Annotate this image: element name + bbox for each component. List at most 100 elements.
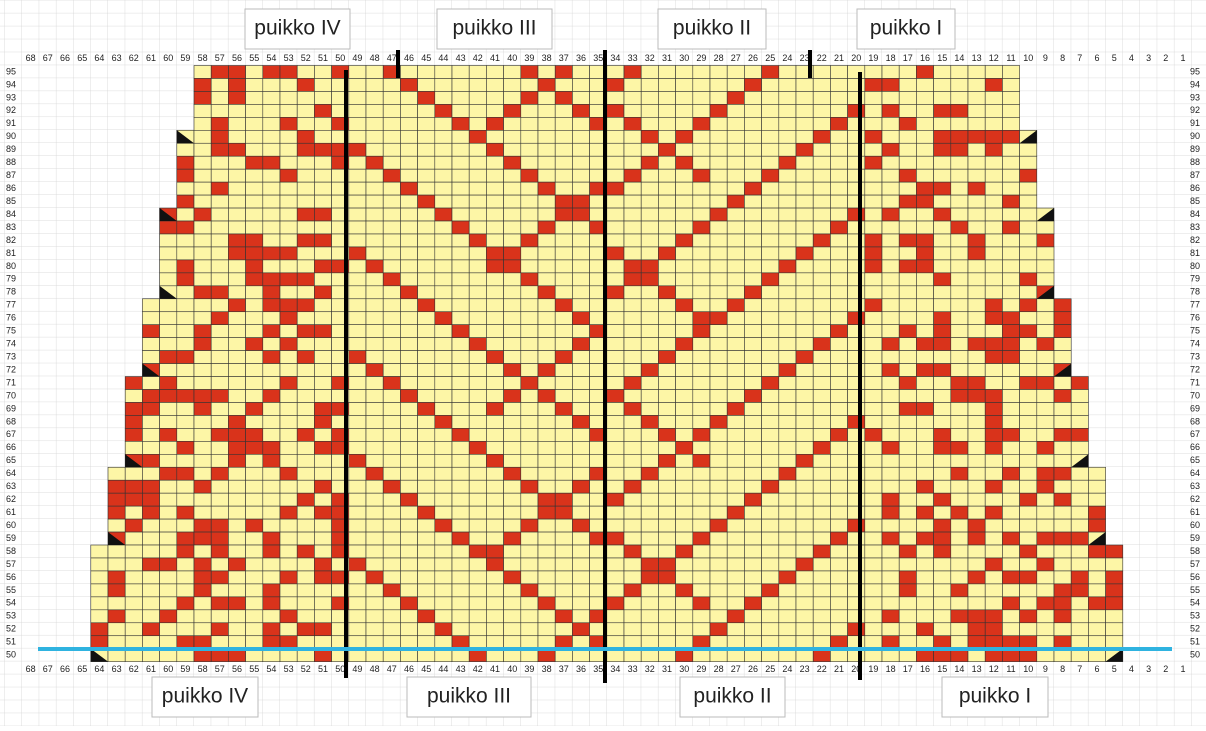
row-number: 56 (6, 572, 16, 582)
cell (90, 596, 109, 611)
cell (572, 453, 590, 468)
cell (1088, 479, 1106, 494)
cell (1002, 466, 1020, 481)
cell (830, 181, 848, 196)
cell (400, 181, 418, 196)
cell (1070, 635, 1089, 649)
cell (314, 441, 332, 455)
cell (898, 91, 917, 105)
cell (761, 596, 780, 611)
column-number: 39 (524, 53, 534, 63)
cell (812, 479, 831, 494)
cell (1036, 311, 1055, 325)
cell (228, 583, 246, 598)
cell (1088, 557, 1106, 572)
column-number: 47 (387, 664, 397, 674)
cell (795, 518, 814, 533)
cell (1036, 259, 1055, 274)
column-number: 36 (576, 664, 586, 674)
cell (296, 337, 315, 351)
cell (434, 259, 453, 274)
cell (262, 376, 281, 390)
cell (709, 531, 728, 546)
cell (451, 324, 470, 338)
cell (468, 324, 487, 338)
decrease-marker (1105, 648, 1123, 662)
cell (142, 324, 160, 338)
cell (606, 622, 625, 637)
row-number: 64 (1190, 468, 1200, 478)
cell (709, 104, 728, 118)
cell (176, 324, 195, 338)
cell (296, 181, 315, 196)
cell (193, 376, 212, 390)
cell (623, 259, 642, 274)
cell (400, 479, 418, 494)
cell (572, 479, 590, 494)
cell (262, 298, 281, 313)
cell (778, 117, 797, 131)
cell (761, 609, 780, 624)
cell (726, 220, 745, 235)
cell (898, 518, 917, 533)
cell (365, 311, 384, 325)
cell (640, 117, 659, 131)
cell (400, 65, 418, 79)
cell (1019, 428, 1038, 442)
cell (950, 505, 969, 520)
cell (744, 104, 762, 118)
cell (1036, 272, 1055, 287)
cell (245, 168, 264, 183)
cell (606, 596, 625, 611)
cell (434, 285, 453, 300)
cell (778, 402, 797, 416)
cell (812, 246, 831, 261)
cell (451, 272, 470, 287)
cell (262, 466, 281, 481)
cell (881, 246, 900, 261)
cell (245, 609, 264, 624)
cell (382, 557, 401, 572)
cell (572, 544, 590, 559)
cell (658, 596, 676, 611)
cell (761, 518, 780, 533)
column-number: 12 (989, 664, 999, 674)
cell (210, 389, 229, 403)
cell (658, 350, 676, 364)
cell (984, 609, 1003, 624)
cell (675, 596, 694, 611)
cell (486, 298, 504, 313)
cell (451, 376, 470, 390)
cell (623, 130, 642, 144)
cell (400, 635, 418, 649)
cell (950, 415, 969, 429)
cell (1002, 246, 1020, 261)
cell (314, 155, 332, 170)
cell (984, 207, 1003, 222)
cell (210, 337, 229, 351)
cell (692, 78, 711, 92)
cell (572, 155, 590, 170)
cell (1053, 544, 1072, 559)
cell (245, 350, 264, 364)
cell (1019, 363, 1038, 377)
cell (314, 622, 332, 637)
cell (1088, 609, 1106, 624)
cell (640, 272, 659, 287)
cell (365, 233, 384, 248)
cell (434, 544, 453, 559)
cell (967, 415, 986, 429)
cell (572, 505, 590, 520)
cell (709, 298, 728, 313)
cell (417, 311, 436, 325)
cell (503, 259, 522, 274)
cell (933, 583, 952, 598)
cell (1002, 324, 1020, 338)
cell (193, 311, 212, 325)
cell (279, 609, 298, 624)
cell (296, 168, 315, 183)
cell (486, 453, 504, 468)
cell (210, 635, 229, 649)
column-number: 20 (851, 664, 861, 674)
cell (228, 104, 246, 118)
